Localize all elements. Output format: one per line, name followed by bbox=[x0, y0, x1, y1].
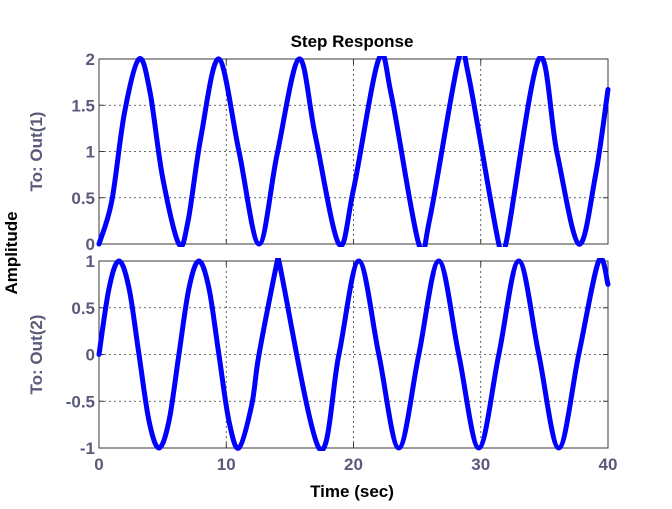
y-axis-label: Amplitude bbox=[2, 211, 21, 294]
series-line-out1 bbox=[96, 56, 611, 247]
y-tick-label: 1.5 bbox=[71, 96, 95, 115]
y-tick-label: 0.5 bbox=[71, 299, 95, 318]
y-tick-label: 0.5 bbox=[71, 189, 95, 208]
panel-y-axis-label: To: Out(2) bbox=[27, 315, 46, 395]
subplot-2: -1 -0.5 0 0.5 1 To: Out(2) bbox=[27, 252, 611, 458]
x-tick-label: 30 bbox=[471, 455, 490, 474]
series-line-out2 bbox=[96, 258, 611, 451]
x-tick-label: 20 bbox=[344, 455, 363, 474]
x-axis-label: Time (sec) bbox=[310, 482, 394, 501]
panel-y-axis-label: To: Out(1) bbox=[27, 112, 46, 192]
y-tick-label: -0.5 bbox=[66, 392, 95, 411]
x-tick-label: 10 bbox=[217, 455, 236, 474]
x-tick-label: 0 bbox=[94, 455, 103, 474]
x-tick-label: 40 bbox=[599, 455, 618, 474]
y-tick-label: 1 bbox=[86, 143, 95, 162]
subplot-1: 0 0.5 1 1.5 2 To: Out(1) bbox=[27, 50, 611, 254]
y-tick-label: 0 bbox=[86, 346, 95, 365]
subplot-panels: 0 0.5 1 1.5 2 To: Out(1) -1 -0.5 0 0.5 1 To: Out(2)… bbox=[27, 50, 618, 474]
y-tick-label: 2 bbox=[86, 50, 95, 69]
y-tick-label: 1 bbox=[86, 252, 95, 271]
y-tick-label: 0 bbox=[86, 235, 95, 254]
y-tick-label: -1 bbox=[80, 439, 95, 458]
chart-title: Step Response bbox=[291, 32, 414, 51]
